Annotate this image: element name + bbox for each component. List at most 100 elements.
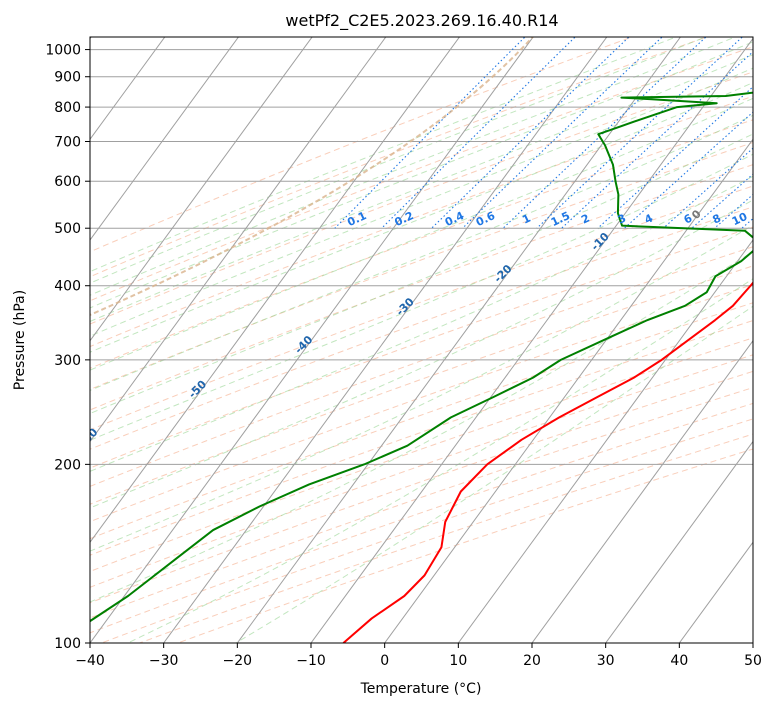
x-tick-label: 50 bbox=[744, 653, 762, 669]
x-tick-label: −20 bbox=[223, 653, 253, 669]
mixing-ratio-label: 0.2 bbox=[393, 209, 416, 229]
dry-adiabat-line bbox=[90, 387, 753, 619]
mixing-ratio-label: 8 bbox=[711, 212, 723, 227]
x-tick-label: 10 bbox=[449, 653, 467, 669]
isotherm-line bbox=[90, 37, 461, 544]
y-axis-title: Pressure (hPa) bbox=[12, 290, 28, 390]
moist-adiabat-line bbox=[90, 37, 737, 296]
y-tick-label: 1000 bbox=[45, 43, 81, 59]
x-tick-label: 40 bbox=[670, 653, 688, 669]
mixing-ratio-label: 2 bbox=[579, 212, 591, 227]
dry-adiabat-line bbox=[90, 265, 753, 505]
isotherm-label: -40 bbox=[292, 333, 315, 356]
isotherm-line bbox=[310, 37, 753, 643]
dry-adiabat-line bbox=[90, 226, 753, 469]
dry-adiabat-line bbox=[90, 402, 753, 634]
moist-adiabat-line bbox=[90, 37, 678, 273]
isotherm-line bbox=[605, 440, 753, 643]
y-tick-label: 300 bbox=[54, 353, 81, 369]
y-tick-label: 900 bbox=[54, 70, 81, 86]
dry-adiabat-line bbox=[90, 46, 753, 302]
dry-adiabat-line bbox=[90, 354, 753, 588]
dry-adiabat-line bbox=[90, 302, 753, 540]
mixing-ratio-line bbox=[597, 86, 753, 229]
moist-adiabat-line bbox=[90, 250, 753, 603]
dewpoint-profile-line bbox=[90, 91, 753, 623]
mixing-ratio-label: 4 bbox=[643, 211, 656, 226]
dry-adiabat-line bbox=[90, 284, 753, 523]
mixing-ratio-label: 0.6 bbox=[474, 209, 497, 229]
mixing-ratio-label: 0.1 bbox=[345, 209, 368, 229]
y-tick-label: 500 bbox=[54, 221, 81, 237]
y-tick-label: 800 bbox=[54, 100, 81, 116]
isotherm-label: -60 bbox=[77, 425, 100, 448]
mixing-ratio-line bbox=[462, 37, 663, 229]
isotherm-label: -50 bbox=[186, 377, 209, 400]
isotherm-line bbox=[90, 37, 313, 342]
y-tick-label: 200 bbox=[54, 457, 81, 473]
moist-adiabat-line bbox=[90, 133, 753, 415]
isotherm-line bbox=[384, 138, 753, 643]
dry-adiabat-line bbox=[100, 418, 753, 643]
dry-adiabat-line bbox=[90, 37, 709, 278]
moist-adiabat-line bbox=[90, 153, 753, 441]
dry-adiabat-line bbox=[90, 185, 753, 431]
mixing-ratio-label: 13 bbox=[758, 210, 775, 228]
isotherm-line bbox=[90, 37, 240, 241]
dry-adiabat-line bbox=[90, 370, 753, 604]
y-tick-label: 700 bbox=[54, 134, 81, 150]
mixing-ratio-label: 10 bbox=[730, 210, 750, 228]
mixing-ratio-line bbox=[431, 37, 630, 229]
moist-adiabat-line bbox=[90, 41, 753, 309]
mixing-ratio-line bbox=[561, 50, 753, 229]
isotherm-label: -30 bbox=[394, 295, 417, 318]
dry-adiabat-line bbox=[90, 320, 753, 556]
isotherm-line bbox=[678, 541, 753, 643]
y-tick-label: 600 bbox=[54, 174, 81, 190]
dry-adiabat-line bbox=[90, 37, 634, 253]
mixing-ratio-line bbox=[624, 111, 753, 229]
mixing-ratio-line bbox=[381, 37, 576, 229]
mixing-ratio-line bbox=[714, 193, 753, 229]
isotherm-line bbox=[236, 37, 682, 643]
temperature-profile-line bbox=[342, 281, 753, 643]
mixing-ratio-line bbox=[334, 37, 526, 229]
moist-adiabat-line bbox=[90, 97, 753, 371]
moist-adiabat-line bbox=[90, 82, 753, 353]
isotherm-line bbox=[90, 37, 166, 141]
isotherm-line bbox=[752, 642, 753, 643]
mixing-ratio-line bbox=[536, 37, 744, 229]
moist-adiabat-line bbox=[90, 54, 753, 322]
x-tick-label: 0 bbox=[380, 653, 389, 669]
dry-adiabat-line bbox=[90, 95, 753, 348]
dry-adiabat-line bbox=[90, 206, 753, 450]
dry-adiabat-line bbox=[90, 246, 753, 487]
moist-adiabat-line bbox=[90, 224, 753, 552]
dry-adiabat-line bbox=[90, 141, 753, 390]
y-tick-label: 400 bbox=[54, 279, 81, 295]
moist-adiabat-line bbox=[90, 114, 753, 391]
y-tick-label: 100 bbox=[54, 636, 81, 652]
isotherm-line bbox=[90, 37, 534, 643]
isotherm-line bbox=[531, 339, 753, 643]
x-tick-label: 20 bbox=[523, 653, 541, 669]
moist-adiabat-line bbox=[90, 175, 753, 472]
isotherm-line bbox=[457, 239, 753, 643]
isotherm-line bbox=[163, 37, 608, 643]
x-tick-label: −10 bbox=[296, 653, 326, 669]
dry-adiabat-line bbox=[90, 119, 753, 369]
moist-adiabat-line bbox=[235, 305, 753, 643]
dry-adiabat-line bbox=[90, 337, 753, 573]
mixing-ratio-line bbox=[764, 35, 775, 229]
x-tick-label: −40 bbox=[75, 653, 105, 669]
mixing-ratio-label: 1 bbox=[520, 212, 532, 227]
chart-title: wetPf2_C2E5.2023.269.16.40.R14 bbox=[285, 11, 558, 31]
moist-adiabat-line bbox=[90, 199, 753, 509]
plot-frame bbox=[89, 36, 754, 644]
dry-adiabat-line bbox=[90, 71, 753, 325]
mixing-ratio-label: 0.4 bbox=[443, 209, 466, 229]
moist-adiabat-line bbox=[90, 67, 753, 337]
x-axis-title: Temperature (°C) bbox=[360, 681, 482, 697]
moist-adiabat-line bbox=[127, 278, 753, 643]
